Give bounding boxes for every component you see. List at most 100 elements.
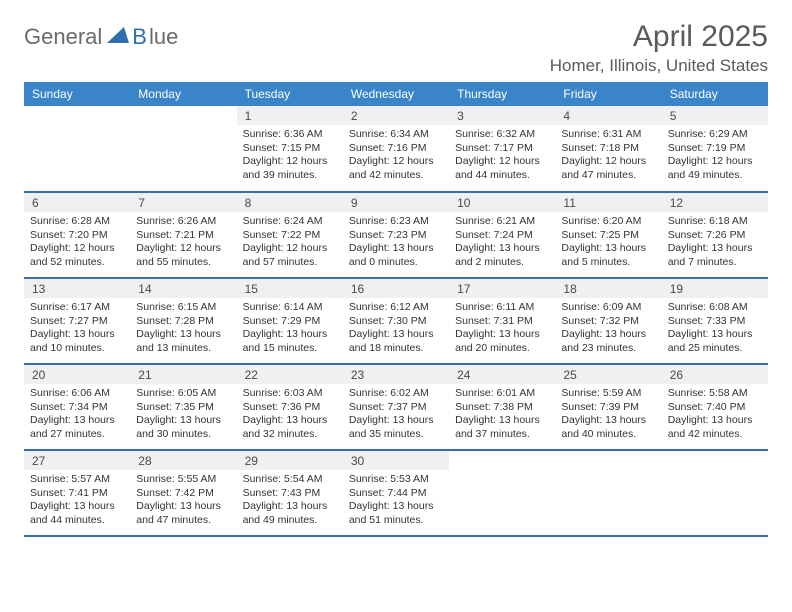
daylight-line-a: Daylight: 12 hours [561,155,655,169]
daylight-line-a: Daylight: 13 hours [561,414,655,428]
day-number: 30 [343,451,449,470]
sunset-line: Sunset: 7:23 PM [349,229,443,243]
calendar-cell: 23Sunrise: 6:02 AMSunset: 7:37 PMDayligh… [343,364,449,450]
daylight-line-b: and 52 minutes. [30,256,124,270]
header-row: General Blue April 2025 Homer, Illinois,… [24,20,768,76]
day-body: Sunrise: 5:59 AMSunset: 7:39 PMDaylight:… [555,384,661,446]
daylight-line-a: Daylight: 13 hours [30,500,124,514]
day-number: 5 [662,106,768,125]
calendar-cell: 26Sunrise: 5:58 AMSunset: 7:40 PMDayligh… [662,364,768,450]
daylight-line-b: and 7 minutes. [668,256,762,270]
daylight-line-a: Daylight: 13 hours [668,328,762,342]
day-body: Sunrise: 6:01 AMSunset: 7:38 PMDaylight:… [449,384,555,446]
day-body: Sunrise: 6:05 AMSunset: 7:35 PMDaylight:… [130,384,236,446]
sunset-line: Sunset: 7:18 PM [561,142,655,156]
day-number: 12 [662,193,768,212]
day-body: Sunrise: 6:36 AMSunset: 7:15 PMDaylight:… [237,125,343,187]
daylight-line-a: Daylight: 13 hours [136,414,230,428]
sunset-line: Sunset: 7:32 PM [561,315,655,329]
calendar-cell: 24Sunrise: 6:01 AMSunset: 7:38 PMDayligh… [449,364,555,450]
day-body: Sunrise: 6:15 AMSunset: 7:28 PMDaylight:… [130,298,236,360]
sunrise-line: Sunrise: 6:12 AM [349,301,443,315]
daylight-line-a: Daylight: 12 hours [349,155,443,169]
calendar-cell [130,106,236,192]
day-body: Sunrise: 6:29 AMSunset: 7:19 PMDaylight:… [662,125,768,187]
sunset-line: Sunset: 7:21 PM [136,229,230,243]
sunset-line: Sunset: 7:30 PM [349,315,443,329]
daylight-line-a: Daylight: 12 hours [243,242,337,256]
sunrise-line: Sunrise: 6:32 AM [455,128,549,142]
calendar-cell: 8Sunrise: 6:24 AMSunset: 7:22 PMDaylight… [237,192,343,278]
calendar-cell: 19 Sunrise: 6:08 AMSunset: 7:33 PMDayligh… [662,278,768,364]
sunrise-line: Sunrise: 6:31 AM [561,128,655,142]
calendar-body: 1Sunrise: 6:36 AMSunset: 7:15 PMDaylight… [24,106,768,536]
calendar-cell [449,450,555,536]
day-body: Sunrise: 5:58 AMSunset: 7:40 PMDaylight:… [662,384,768,446]
sunset-line: Sunset: 7:22 PM [243,229,337,243]
calendar-head: Sunday Monday Tuesday Wednesday Thursday… [24,82,768,106]
sunset-line: Sunset: 7:36 PM [243,401,337,415]
calendar-row: 6Sunrise: 6:28 AMSunset: 7:20 PMDaylight… [24,192,768,278]
day-body: Sunrise: 6:28 AMSunset: 7:20 PMDaylight:… [24,212,130,274]
day-body: Sunrise: 6:21 AMSunset: 7:24 PMDaylight:… [449,212,555,274]
sunset-line: Sunset: 7:40 PM [668,401,762,415]
calendar-row: 27Sunrise: 5:57 AMSunset: 7:41 PMDayligh… [24,450,768,536]
sunrise-line: Sunrise: 6:29 AM [668,128,762,142]
sunset-line: Sunset: 7:29 PM [243,315,337,329]
sunset-line: Sunset: 7:43 PM [243,487,337,501]
day-number: 17 [449,279,555,298]
day-number: 28 [130,451,236,470]
day-number: 20 [24,365,130,384]
daylight-line-b: and 44 minutes. [455,169,549,183]
calendar-cell: 18Sunrise: 6:09 AMSunset: 7:32 PMDayligh… [555,278,661,364]
day-number: 7 [130,193,236,212]
sunset-line: Sunset: 7:37 PM [349,401,443,415]
sunrise-line: Sunrise: 5:53 AM [349,473,443,487]
title-block: April 2025 Homer, Illinois, United State… [550,20,768,76]
sunset-line: Sunset: 7:31 PM [455,315,549,329]
day-body: Sunrise: 5:53 AMSunset: 7:44 PMDaylight:… [343,470,449,532]
sunset-line: Sunset: 7:25 PM [561,229,655,243]
calendar-cell: 3Sunrise: 6:32 AMSunset: 7:17 PMDaylight… [449,106,555,192]
sunset-line: Sunset: 7:24 PM [455,229,549,243]
sunrise-line: Sunrise: 6:15 AM [136,301,230,315]
daylight-line-b: and 13 minutes. [136,342,230,356]
calendar-cell: 20Sunrise: 6:06 AMSunset: 7:34 PMDayligh… [24,364,130,450]
weekday-header: Friday [555,82,661,106]
daylight-line-a: Daylight: 13 hours [243,500,337,514]
day-body: Sunrise: 5:55 AMSunset: 7:42 PMDaylight:… [130,470,236,532]
calendar-cell: 27Sunrise: 5:57 AMSunset: 7:41 PMDayligh… [24,450,130,536]
sunset-line: Sunset: 7:33 PM [668,315,762,329]
sunrise-line: Sunrise: 6:03 AM [243,387,337,401]
daylight-line-b: and 40 minutes. [561,428,655,442]
sunset-line: Sunset: 7:28 PM [136,315,230,329]
daylight-line-b: and 49 minutes. [668,169,762,183]
day-number: 1 [237,106,343,125]
day-number: 6 [24,193,130,212]
logo: General Blue [24,24,178,50]
day-body: Sunrise: 6:23 AMSunset: 7:23 PMDaylight:… [343,212,449,274]
calendar-row: 20Sunrise: 6:06 AMSunset: 7:34 PMDayligh… [24,364,768,450]
daylight-line-a: Daylight: 13 hours [349,500,443,514]
daylight-line-a: Daylight: 13 hours [243,328,337,342]
day-number: 3 [449,106,555,125]
sunset-line: Sunset: 7:44 PM [349,487,443,501]
calendar-cell: 22Sunrise: 6:03 AMSunset: 7:36 PMDayligh… [237,364,343,450]
calendar-table: Sunday Monday Tuesday Wednesday Thursday… [24,82,768,537]
daylight-line-b: and 10 minutes. [30,342,124,356]
day-number: 18 [555,279,661,298]
calendar-cell: 12Sunrise: 6:18 AMSunset: 7:26 PMDayligh… [662,192,768,278]
day-body: Sunrise: 6:06 AMSunset: 7:34 PMDaylight:… [24,384,130,446]
daylight-line-b: and 51 minutes. [349,514,443,528]
daylight-line-a: Daylight: 13 hours [136,328,230,342]
daylight-line-b: and 18 minutes. [349,342,443,356]
sunrise-line: Sunrise: 6:28 AM [30,215,124,229]
sunrise-line: Sunrise: 6:08 AM [668,301,762,315]
calendar-cell: 2Sunrise: 6:34 AMSunset: 7:16 PMDaylight… [343,106,449,192]
day-number: 19 [662,279,768,298]
sunrise-line: Sunrise: 6:24 AM [243,215,337,229]
logo-text-b: B [132,24,147,50]
calendar-page: General Blue April 2025 Homer, Illinois,… [0,0,792,557]
calendar-row: 13Sunrise: 6:17 AMSunset: 7:27 PMDayligh… [24,278,768,364]
daylight-line-b: and 32 minutes. [243,428,337,442]
